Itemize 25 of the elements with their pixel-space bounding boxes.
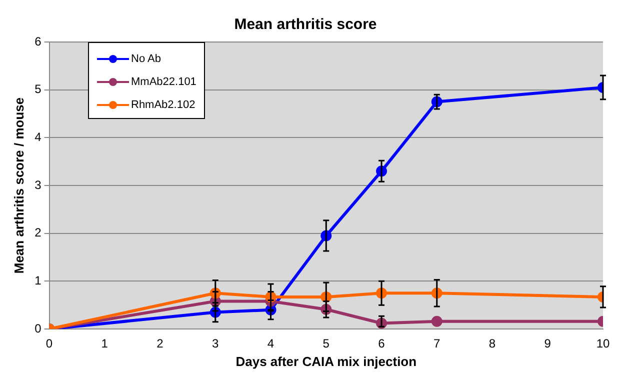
y-tick-label: 4 <box>34 130 42 144</box>
y-tick-label: 6 <box>34 34 42 48</box>
y-tick-label: 0 <box>34 321 42 336</box>
legend-label: MmAb22.101 <box>131 76 196 88</box>
x-tick-label: 6 <box>378 336 386 351</box>
y-tick-label: 5 <box>34 82 42 96</box>
legend-label: No Ab <box>131 52 161 64</box>
x-tick-label: 1 <box>101 336 108 351</box>
chart-title: Mean arthritis score <box>234 16 377 34</box>
y-tick-label: 1 <box>34 273 42 288</box>
x-tick-label: 7 <box>434 336 441 351</box>
x-tick-label: 9 <box>544 336 552 351</box>
y-axis-title: Mean arthritis score / mouse <box>11 97 26 274</box>
x-tick-label: 0 <box>46 336 53 351</box>
legend-label: RhmAb2.102 <box>131 98 196 110</box>
x-tick-label: 3 <box>212 336 220 351</box>
x-tick-label: 10 <box>596 336 610 351</box>
y-tick-label: 3 <box>34 178 42 192</box>
x-tick-label: 2 <box>156 336 164 351</box>
x-axis-title: Days after CAIA mix injection <box>236 354 417 369</box>
x-tick-label: 4 <box>267 336 274 351</box>
x-tick-label: 8 <box>488 336 496 351</box>
point <box>431 316 442 327</box>
y-tick-label: 2 <box>34 226 42 240</box>
x-tick-label: 5 <box>322 336 330 351</box>
